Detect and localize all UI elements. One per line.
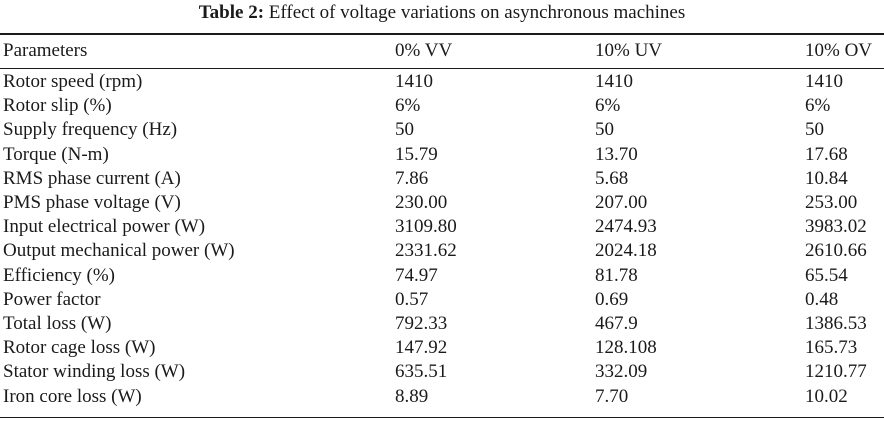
table-caption: Table 2: Effect of voltage variations on…: [0, 3, 884, 23]
table-cell: 207.00: [595, 192, 648, 214]
table-cell: RMS phase current (A): [3, 167, 181, 189]
table-row: Rotor speed (rpm) 1410 1410 1410: [0, 66, 884, 94]
column-header: 10% UV: [595, 40, 663, 61]
table-cell: 792.33: [395, 313, 448, 335]
table-cell: 0.48: [805, 288, 839, 310]
column-header: 10% OV: [805, 40, 873, 61]
table-cell: 0.57: [395, 288, 429, 310]
table-cell: Supply frequency (Hz): [3, 119, 178, 141]
table-cell: Output mechanical power (W): [3, 240, 235, 262]
table-row: Output mechanical power (W) 2331.62 2024…: [0, 239, 884, 263]
table-cell: 2024.18: [595, 240, 657, 262]
table-cell: 17.68: [805, 143, 848, 165]
table-cell: Rotor speed (rpm): [3, 71, 143, 92]
table-cell: 50: [395, 119, 414, 141]
table-cell: 1410: [395, 71, 433, 92]
table-row: Total loss (W) 792.33 467.9 1386.53: [0, 312, 884, 336]
table-cell: 81.78: [595, 264, 638, 286]
data-table: Parameters 0% VV 10% UV 10% OV Rotor spe…: [0, 36, 884, 409]
table-cell: 13.70: [595, 143, 638, 165]
table-row: Iron core loss (W) 8.89 7.70 10.02: [0, 385, 884, 409]
table-cell: 6%: [395, 95, 421, 117]
table-cell: Stator winding loss (W): [3, 361, 186, 383]
table-cell: Power factor: [3, 288, 101, 310]
table-cell: 3983.02: [805, 216, 867, 238]
table-cell: 3109.80: [395, 216, 457, 238]
table-cell: 2610.66: [805, 240, 867, 262]
table-cell: PMS phase voltage (V): [3, 192, 181, 214]
table-cell: 10.02: [805, 385, 848, 407]
column-header: 0% VV: [395, 40, 453, 61]
table-cell: 50: [805, 119, 824, 141]
table-cell: 6%: [805, 95, 831, 117]
table-cell: 74.97: [395, 264, 438, 286]
table-cell: 50: [595, 119, 614, 141]
table-cell: 5.68: [595, 167, 629, 189]
table-row: Efficiency (%) 74.97 81.78 65.54: [0, 264, 884, 288]
table-cell: 2331.62: [395, 240, 457, 262]
table-cell: 165.73: [805, 337, 858, 359]
table-cell: 65.54: [805, 264, 848, 286]
table-cell: 0.69: [595, 288, 629, 310]
table-cell: 147.92: [395, 337, 448, 359]
table-cell: Input electrical power (W): [3, 216, 206, 238]
table-row: Rotor cage loss (W) 147.92 128.108 165.7…: [0, 336, 884, 360]
table-cell: 8.89: [395, 385, 429, 407]
table-row: Supply frequency (Hz) 50 50 50: [0, 118, 884, 142]
table-row: Torque (N-m) 15.79 13.70 17.68: [0, 143, 884, 167]
table-cell: 7.86: [395, 167, 429, 189]
table-row: Input electrical power (W) 3109.80 2474.…: [0, 215, 884, 239]
table-row: PMS phase voltage (V) 230.00 207.00 253.…: [0, 191, 884, 215]
table-cell: 128.108: [595, 337, 657, 359]
table-cell: 230.00: [395, 192, 448, 214]
table-cell: 635.51: [395, 361, 448, 383]
table-caption-label: Table 2:: [198, 2, 265, 23]
table-cell: 332.09: [595, 361, 648, 383]
table-cell: 2474.93: [595, 216, 657, 238]
table-cell: 15.79: [395, 143, 438, 165]
table-header-row: Parameters 0% VV 10% UV 10% OV: [0, 36, 884, 66]
table-cell: 10.84: [805, 167, 848, 189]
table-row: Stator winding loss (W) 635.51 332.09 12…: [0, 360, 884, 384]
table-cell: 6%: [595, 95, 621, 117]
table-cell: Total loss (W): [3, 313, 112, 335]
column-header: Parameters: [3, 40, 88, 61]
table-cell: Iron core loss (W): [3, 385, 142, 407]
table-cell: Torque (N-m): [3, 143, 109, 165]
table-cell: 1210.77: [805, 361, 867, 383]
table-cell: Efficiency (%): [3, 264, 116, 286]
table-cell: 467.9: [595, 313, 638, 335]
table-row: Rotor slip (%) 6% 6% 6%: [0, 94, 884, 118]
table-cell: 1410: [805, 71, 843, 92]
table-cell: 7.70: [595, 385, 629, 407]
table-row: RMS phase current (A) 7.86 5.68 10.84: [0, 167, 884, 191]
table-cell: Rotor slip (%): [3, 95, 112, 117]
table-cell: 253.00: [805, 192, 858, 214]
table-cell: 1386.53: [805, 313, 867, 335]
table-top-rule: [0, 33, 884, 35]
table-cell: Rotor cage loss (W): [3, 337, 156, 359]
table-caption-title: Effect of voltage variations on asynchro…: [268, 2, 686, 23]
table-bottom-rule: [0, 417, 884, 419]
table-row: Power factor 0.57 0.69 0.48: [0, 288, 884, 312]
table-cell: 1410: [595, 71, 633, 92]
table-header-rule: [0, 68, 884, 69]
